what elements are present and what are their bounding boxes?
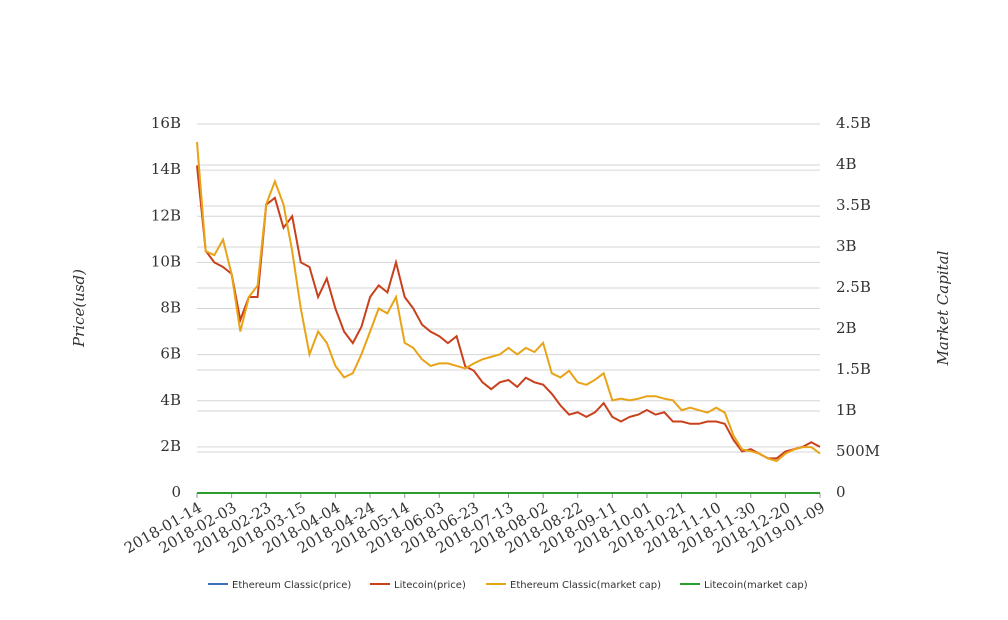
legend-label: Litecoin(price) [394, 580, 466, 591]
y2-tick-label: 3B [836, 237, 857, 255]
y-tick-label: 8B [160, 299, 181, 317]
y-tick-label: 16B [151, 114, 181, 132]
y-tick-label: 0 [171, 483, 181, 501]
y2-axis-title: Market Capital [934, 250, 952, 366]
y2-tick-label: 4.5B [836, 114, 871, 132]
legend-label: Litecoin(market cap) [704, 580, 808, 591]
y-tick-label: 10B [151, 252, 181, 270]
y2-tick-label: 2.5B [836, 278, 871, 296]
legend-label: Ethereum Classic(market cap) [510, 580, 661, 591]
y2-tick-label: 500M [836, 442, 880, 460]
y2-tick-label: 0 [836, 483, 846, 501]
y2-tick-label: 1.5B [836, 360, 871, 378]
series-line [196, 165, 821, 460]
y2-tick-label: 1B [836, 401, 857, 419]
y-tick-label: 2B [160, 437, 181, 455]
legend-label: Ethereum Classic(price) [232, 580, 351, 591]
y-tick-label: 14B [151, 160, 181, 178]
y2-tick-label: 3.5B [836, 196, 871, 214]
y-tick-label: 12B [151, 206, 181, 224]
y-tick-label: 4B [160, 391, 181, 409]
y-axis-title: Price(usd) [70, 269, 88, 348]
series-line [196, 141, 821, 463]
y2-tick-label: 2B [836, 319, 857, 337]
y-tick-label: 6B [160, 345, 181, 363]
y2-tick-label: 4B [836, 155, 857, 173]
